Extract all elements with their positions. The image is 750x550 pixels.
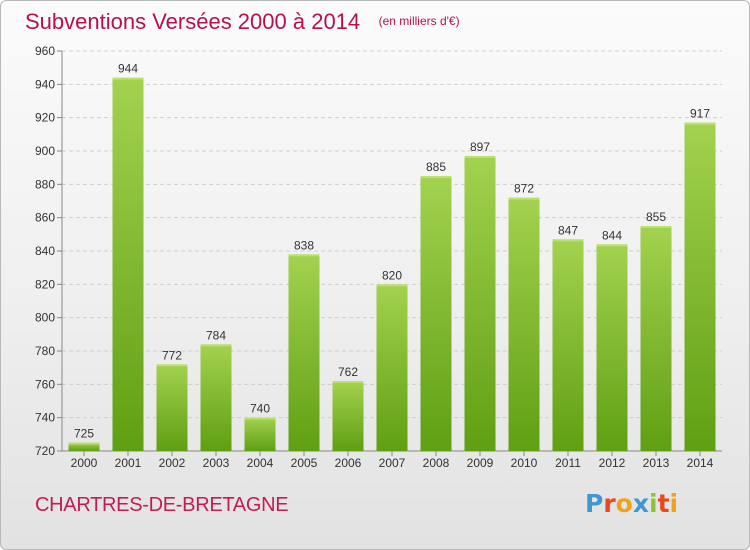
bar-highlight	[508, 197, 540, 200]
x-tick-label: 2004	[247, 456, 274, 470]
x-tick-label: 2013	[643, 456, 670, 470]
x-tick-label: 2012	[599, 456, 626, 470]
x-tick-label: 2003	[203, 456, 230, 470]
bar-highlight	[376, 284, 408, 287]
bar-highlight	[464, 156, 496, 158]
x-tick-label: 2009	[467, 456, 494, 470]
commune-name: CHARTRES-DE-BRETAGNE	[35, 494, 289, 516]
y-tick-label: 960	[35, 44, 55, 58]
data-label: 872	[514, 182, 534, 196]
y-tick-label: 800	[35, 311, 55, 325]
y-tick-label: 880	[35, 177, 55, 191]
bar-2013	[640, 226, 672, 451]
bar-highlight	[156, 364, 188, 367]
title-row: Subventions Versées 2000 à 2014 (en mill…	[25, 9, 460, 35]
data-label: 784	[206, 328, 226, 342]
x-tick-label: 2000	[71, 456, 98, 470]
x-tick-label: 2008	[423, 456, 450, 470]
y-tick-label: 840	[35, 244, 55, 258]
logo-letter: i	[669, 489, 679, 518]
y-tick-label: 920	[35, 111, 55, 125]
logo-letter: i	[649, 489, 658, 518]
data-label: 944	[118, 62, 138, 76]
bar-2001	[112, 77, 144, 452]
bar-2005	[288, 254, 320, 451]
x-tick-label: 2005	[291, 456, 318, 470]
bar-highlight	[68, 442, 100, 445]
x-tick-label: 2014	[687, 456, 714, 470]
bar-highlight	[288, 254, 320, 257]
chart-title: Subventions Versées 2000 à 2014	[25, 9, 361, 34]
proxiti-logo: Proxiti	[585, 489, 678, 518]
bar-2006	[332, 381, 364, 451]
logo-letter: o	[615, 489, 633, 518]
logo-letter: t	[657, 489, 670, 518]
bar-2007	[376, 284, 408, 451]
data-label: 762	[338, 365, 358, 379]
data-label: 740	[250, 402, 270, 416]
y-tick-label: 820	[35, 277, 55, 291]
logo-letter: x	[632, 489, 649, 518]
data-label: 885	[426, 160, 446, 174]
bar-highlight	[684, 122, 716, 125]
data-label: 844	[602, 228, 622, 242]
data-label: 897	[470, 140, 490, 154]
bar-highlight	[552, 239, 584, 242]
data-label: 847	[558, 223, 578, 237]
bar-highlight	[420, 176, 452, 178]
bar-highlight	[112, 77, 144, 80]
bar-highlight	[640, 226, 672, 228]
bar-2008	[420, 176, 452, 451]
bar-2012	[596, 244, 628, 451]
data-label: 820	[382, 268, 402, 282]
y-tick-label: 760	[35, 377, 55, 391]
chart-subtitle: (en milliers d'€)	[378, 14, 460, 28]
bar-2002	[156, 364, 188, 451]
x-tick-label: 2001	[115, 456, 142, 470]
bar-highlight	[596, 244, 628, 247]
y-tick-label: 900	[35, 144, 55, 158]
y-tick-label: 740	[35, 411, 55, 425]
bar-highlight	[200, 344, 232, 347]
x-tick-label: 2011	[555, 456, 581, 470]
data-label: 772	[162, 348, 182, 362]
logo-letter: r	[603, 489, 616, 518]
logo-letter: P	[585, 489, 604, 518]
y-tick-label: 720	[35, 444, 55, 458]
bar-highlight	[332, 381, 364, 383]
x-tick-label: 2010	[511, 456, 538, 470]
data-label: 855	[646, 210, 666, 224]
data-label: 917	[690, 107, 710, 121]
bar-2004	[244, 417, 276, 451]
data-label: 725	[74, 427, 94, 441]
y-tick-label: 860	[35, 211, 55, 225]
bar-2014	[684, 122, 716, 452]
x-tick-label: 2006	[335, 456, 362, 470]
bar-2009	[464, 156, 496, 451]
y-tick-label: 780	[35, 344, 55, 358]
x-tick-label: 2002	[159, 456, 186, 470]
bar-highlight	[244, 417, 276, 420]
bar-2000	[68, 442, 100, 451]
x-tick-label: 2007	[379, 456, 406, 470]
bar-2011	[552, 239, 584, 451]
y-tick-label: 940	[35, 77, 55, 91]
data-label: 838	[294, 238, 314, 252]
bar-2003	[200, 344, 232, 451]
bar-2010	[508, 197, 540, 451]
